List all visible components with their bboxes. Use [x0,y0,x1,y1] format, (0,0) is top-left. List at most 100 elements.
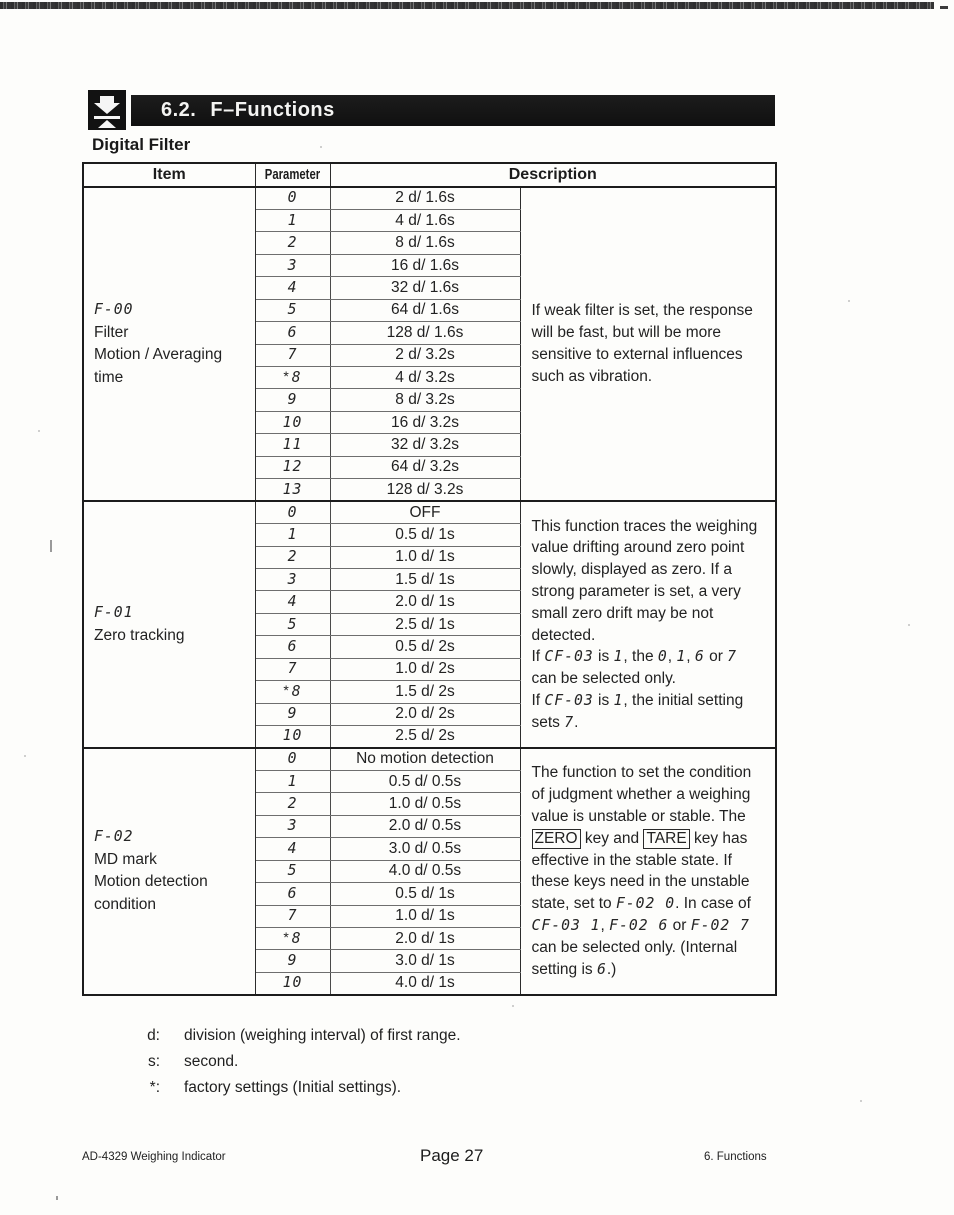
footnote-label: s: [147,1053,160,1070]
lcd-code: 1 [613,691,624,709]
parameter-value: 8 [291,682,302,700]
description-cell: This function traces the weighing value … [520,501,777,749]
table-row: 3 16 d/ 1.6s [83,254,776,278]
parameter-value: 2 [287,548,298,566]
table-row: F-01 Zero tracking 0 OFF This function trace… [83,501,777,749]
lcd-code: F-02 0 [615,895,676,913]
setting-value-cell: 8 d/ 3.2s [330,388,521,412]
table-row: * 8 2.0 d/ 1s [83,927,776,951]
setting-value-cell: 4.0 d/ 1s [330,972,521,996]
factory-setting-star: * [283,928,289,945]
scan-speck [38,430,40,432]
parameter-value: 4 [287,839,298,857]
setting-value-cell: 32 d/ 3.2s [330,433,521,457]
table-row: 12 64 d/ 3.2s [83,456,776,480]
setting-value-cell: 16 d/ 3.2s [330,411,521,435]
parameter-value: 10 [282,974,303,992]
parameter-value: 1 [287,772,298,790]
lcd-code: CF-03 [544,691,594,709]
table-row: 5 2.5 d/ 1s [83,613,776,637]
lcd-code: 6 [694,648,705,666]
table-row: 1 4 d/ 1.6s [83,209,776,233]
lcd-code: F-02 6 [609,916,669,934]
parameter-cell: * 8 [255,366,331,390]
item-label-line: Motion detection [94,873,208,891]
setting-value-cell: 3.0 d/ 1s [330,949,521,973]
parameter-cell: 10 [255,411,331,435]
footnote-label: *: [149,1079,160,1096]
parameter-cell: 7 [255,344,331,368]
parameter-cell: 1 [255,770,331,794]
parameter-value: 6 [287,884,298,902]
table-row: 13 128 d/ 3.2s [83,478,776,503]
description-cell: The function to set the condition of jud… [520,747,777,996]
parameter-cell: 1 [255,209,331,233]
parameter-value: 3 [287,256,298,274]
item-label-line: Filter [94,323,129,341]
table-row: 4 32 d/ 1.6s [83,276,776,300]
lcd-code: 7 [564,713,575,731]
parameter-cell: 7 [255,658,331,682]
parameter-value: 6 [287,323,298,341]
scan-margin-tick [56,1196,58,1200]
parameter-value: 10 [282,727,303,745]
item-label-line: MD mark [94,850,157,868]
parameter-value: 1 [287,211,298,229]
parameter-value: 10 [282,413,303,431]
lcd-code: F-02 7 [690,916,750,934]
scan-margin-tick [50,540,52,552]
setting-value-cell: 0.5 d/ 2s [330,635,521,659]
parameter-cell: 2 [255,792,331,816]
section-header: 6.2. F–Functions [88,90,775,130]
setting-value-cell: 3.0 d/ 0.5s [330,837,521,861]
description-paragraph: The function to set the condition of jud… [531,764,752,978]
parameter-cell: 6 [255,882,331,906]
factory-setting-star: * [283,681,289,698]
setting-value-cell: 128 d/ 1.6s [330,321,521,345]
parameter-cell: 6 [255,635,331,659]
parameter-value: 0 [287,189,298,207]
parameter-cell: * 8 [255,680,331,704]
setting-value-cell: 2.0 d/ 0.5s [330,815,521,839]
parameter-value: 4 [287,593,298,611]
section-title: F–Functions [210,99,335,121]
setting-value-cell: 64 d/ 1.6s [330,299,521,323]
parameter-value: 0 [287,750,298,768]
table-row: 6 0.5 d/ 1s [83,882,776,906]
setting-value-cell: 1.0 d/ 2s [330,658,521,682]
table-row: 1 0.5 d/ 1s [83,523,776,547]
parameter-cell: 6 [255,321,331,345]
parameter-cell: 0 [255,501,331,525]
table-body: F-00 Filter Motion / Averaging time 0 2 d/ 1.… [83,187,777,996]
parameter-value: 8 [291,929,302,947]
setting-value-cell: 16 d/ 1.6s [330,254,521,278]
description-cell: If weak filter is set, the response will… [520,187,777,503]
table-row: 2 1.0 d/ 1s [83,546,776,569]
parameter-value: 2 [287,795,298,813]
description-paragraph: If CF-03 is 1, the initial setting sets … [531,691,744,731]
parameter-value: 5 [287,615,298,633]
table-subtitle: Digital Filter [92,135,191,154]
table-row: F-00 Filter Motion / Averaging time 0 2 d/ 1.… [83,187,777,503]
parameter-value: 9 [287,952,298,970]
setting-value-cell: 1.0 d/ 1s [330,905,521,928]
footnote: s: second. [82,1049,461,1075]
setting-value-cell: 2 d/ 1.6s [330,187,521,210]
parameter-cell: 9 [255,388,331,412]
item-label-line: Zero tracking [94,626,185,644]
parameter-value: 11 [282,436,303,454]
section-number: 6.2. [161,99,197,121]
f-functions-table: Item Parameter Description F-00 Filter Mot… [82,162,778,996]
setting-value-cell: 2 d/ 3.2s [330,344,521,368]
press-key-icon [88,90,126,130]
table-row: 1 0.5 d/ 0.5s [83,770,776,794]
column-header-item: Item [83,163,256,188]
lcd-code: 0 [657,648,668,666]
description-paragraph: This function traces the weighing value … [531,517,758,644]
parameter-cell: 3 [255,568,331,592]
setting-value-cell: 1.5 d/ 2s [330,680,521,704]
lcd-code: 1 [676,648,687,666]
lcd-code: 1 [613,648,624,666]
table-row: 4 2.0 d/ 1s [83,590,776,614]
table-row: 5 4.0 d/ 0.5s [83,860,776,884]
